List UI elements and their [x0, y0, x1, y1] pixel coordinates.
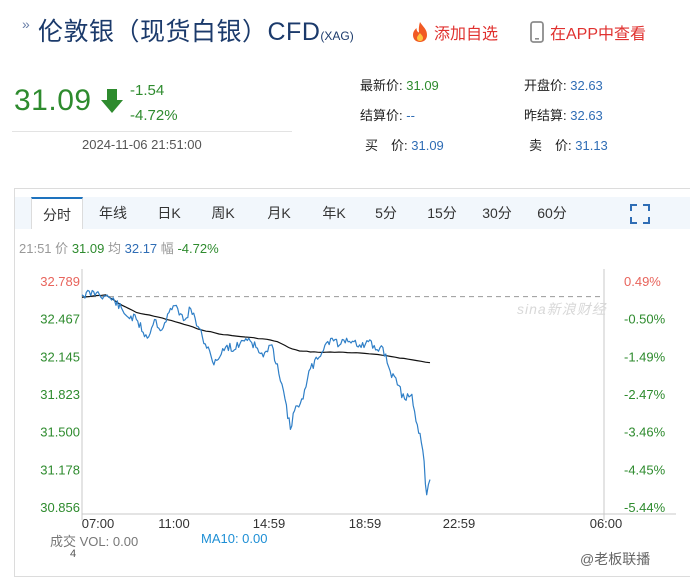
x-tick-label: 07:00 [82, 516, 115, 531]
y-tick-label: 31.500 [40, 425, 80, 440]
volume-count: 4 [70, 548, 77, 560]
tab-5min[interactable]: 5分 [375, 205, 397, 221]
pct-tick-label: -2.47% [624, 387, 666, 402]
pct-tick-label: -0.50% [624, 312, 666, 327]
prev-settle-label: 昨结算: [524, 108, 567, 123]
view-in-app-button[interactable]: 在APP中查看 [530, 20, 646, 44]
ask-price-label: 卖 价: [529, 138, 572, 153]
pct-tick-label: -1.49% [624, 349, 666, 364]
sina-watermark: sina新浪财经 [517, 301, 607, 317]
page-title-text: 伦敦银（现货白银）CFD [38, 18, 321, 46]
crosshair-info: 21:51 价 31.09 均 32.17 幅 -4.72% [19, 238, 219, 257]
quote-panel: 31.09 -1.54 -4.72% 2024-11-06 21:51:00 最… [0, 62, 690, 162]
price-change: -1.54 [130, 82, 165, 99]
volume-readout: 成交 VOL: 0.00 [50, 531, 138, 550]
latest-price-field: 最新价: 31.09 [360, 75, 439, 94]
x-tick-label: 18:59 [349, 516, 382, 531]
bid-price-field: 买 价: 31.09 [365, 135, 444, 154]
price-change-percent: -4.72% [130, 107, 178, 124]
down-arrow-icon [101, 89, 123, 113]
add-watchlist-button[interactable]: 添加自选 [410, 20, 498, 44]
tab-30min[interactable]: 30分 [482, 205, 512, 221]
open-price-value: 32.63 [570, 78, 603, 93]
info-range-label: 幅 [160, 241, 174, 256]
tab-yearly-k[interactable]: 年K [322, 205, 346, 221]
prev-settle-field: 昨结算: 32.63 [524, 105, 603, 124]
fullscreen-icon[interactable] [630, 204, 650, 224]
chart-panel: 分时 年线 日K 周K 月K 年K 5分 15分 30分 60分 21:51 价… [14, 188, 690, 577]
y-tick-label: 31.178 [40, 462, 80, 477]
tab-15min[interactable]: 15分 [427, 205, 457, 221]
price-line [81, 289, 431, 496]
tab-year-line[interactable]: 年线 [99, 205, 127, 221]
volume-ma10: MA10: 0.00 [201, 531, 268, 546]
header: » 伦敦银（现货白银）CFD(XAG) 添加自选 在APP中查看 [0, 0, 690, 62]
source-credit: @老板联播 [580, 551, 651, 567]
settle-price-field: 结算价: -- [360, 105, 415, 124]
latest-price-value: 31.09 [406, 78, 439, 93]
tab-monthly-k[interactable]: 月K [267, 205, 291, 221]
period-tabs: 分时 年线 日K 周K 月K 年K 5分 15分 30分 60分 [15, 197, 690, 229]
settle-price-value: -- [406, 108, 415, 123]
page-title-symbol: (XAG) [320, 29, 354, 43]
tab-weekly-k[interactable]: 周K [211, 205, 235, 221]
page-title: 伦敦银（现货白银）CFD(XAG) [38, 12, 354, 48]
average-price-line [81, 294, 431, 364]
latest-price-label: 最新价: [360, 78, 403, 93]
tab-intraday[interactable]: 分时 [31, 197, 83, 229]
info-avg: 32.17 [124, 241, 158, 256]
add-watchlist-label: 添加自选 [434, 26, 499, 43]
pct-tick-label: 0.49% [624, 274, 661, 289]
x-tick-label: 11:00 [158, 516, 190, 531]
view-in-app-label: 在APP中查看 [550, 26, 647, 43]
tab-daily-k[interactable]: 日K [157, 205, 181, 221]
open-price-field: 开盘价: 32.63 [524, 75, 603, 94]
y-tick-label: 30.856 [40, 500, 80, 515]
settle-price-label: 结算价: [360, 108, 403, 123]
pct-tick-label: -5.44% [624, 500, 666, 515]
prev-settle-value: 32.63 [570, 108, 603, 123]
info-price: 31.09 [71, 241, 105, 256]
open-price-label: 开盘价: [524, 78, 567, 93]
bid-price-label: 买 价: [365, 138, 408, 153]
breadcrumb-arrow-icon: » [22, 16, 30, 32]
x-tick-label: 22:59 [443, 516, 476, 531]
pct-tick-label: -3.46% [624, 425, 666, 440]
y-tick-label: 32.145 [40, 349, 80, 364]
bid-price-value: 31.09 [411, 138, 444, 153]
info-price-label: 价 [55, 241, 69, 256]
pct-tick-label: -4.45% [624, 462, 666, 477]
ask-price-value: 31.13 [575, 138, 608, 153]
quote-divider [12, 131, 292, 132]
volume-label: 成交 [50, 534, 77, 549]
tab-60min[interactable]: 60分 [537, 205, 567, 221]
volume-value: VOL: 0.00 [79, 534, 139, 549]
info-range: -4.72% [177, 241, 219, 256]
y-tick-label: 32.467 [40, 312, 80, 327]
x-tick-label: 14:59 [253, 516, 286, 531]
ask-price-field: 卖 价: 31.13 [529, 135, 608, 154]
y-tick-label: 32.789 [40, 274, 80, 289]
phone-icon [530, 21, 544, 43]
info-avg-label: 均 [107, 241, 121, 256]
last-price: 31.09 [14, 84, 92, 117]
info-time: 21:51 [19, 241, 52, 256]
flame-icon [413, 22, 427, 42]
x-tick-label: 06:00 [590, 516, 623, 531]
quote-datetime: 2024-11-06 21:51:00 [82, 137, 202, 152]
y-tick-label: 31.823 [40, 387, 80, 402]
